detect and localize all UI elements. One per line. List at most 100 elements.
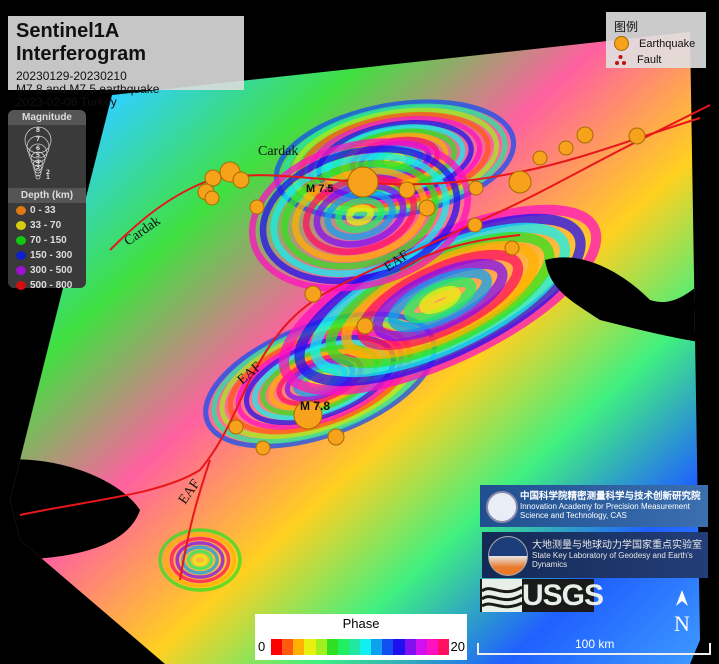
map-title: Sentinel1A Interferogram (16, 20, 147, 65)
earthquake-marker[interactable] (558, 140, 574, 156)
depth-label: 500 - 800 (30, 280, 73, 291)
depth-title: Depth (km) (8, 188, 86, 203)
earthquake-marker[interactable] (418, 199, 436, 217)
earthquake-marker[interactable] (232, 171, 250, 189)
depth-label: 150 - 300 (30, 250, 73, 261)
earthquake-marker[interactable] (249, 199, 265, 215)
earthquake-marker[interactable] (293, 400, 323, 430)
colorbar-swatch (293, 639, 305, 655)
colorbar-swatch (315, 639, 327, 655)
depth-item: 33 - 70 (8, 218, 86, 233)
legend-earthquake: Earthquake (614, 36, 695, 51)
earthquake-marker[interactable] (228, 419, 244, 435)
colorbar-swatch (282, 639, 294, 655)
depth-color-icon (16, 266, 26, 275)
usgs-text: USGS (522, 579, 604, 612)
fringe (278, 204, 602, 396)
fringe (158, 528, 242, 592)
legend-fault-label: Fault (637, 54, 662, 66)
depth-item: 150 - 300 (8, 248, 86, 263)
earthquake-marker[interactable] (204, 190, 220, 206)
fault-symbol-icon (615, 55, 626, 65)
fringe (281, 160, 439, 270)
magnitude-value: 7 (36, 136, 40, 143)
colorbar-swatch (371, 639, 383, 655)
magnitude-value: 2 (46, 169, 50, 176)
depth-item: 300 - 500 (8, 263, 86, 278)
depth-label: 300 - 500 (30, 265, 73, 276)
magnitude-value: 1 (46, 174, 50, 181)
fringe (419, 285, 461, 315)
earthquake-marker[interactable] (304, 285, 322, 303)
event-date-location: 2023-02-06 Turkey (16, 95, 117, 109)
north-arrow: N (672, 590, 692, 637)
magnitude-value: 4 (36, 159, 40, 166)
magnitude-value: 8 (36, 127, 40, 134)
fault-branch (399, 234, 521, 271)
lab-name-cn: 大地测量与地球动力学国家重点实验室 (532, 540, 702, 551)
north-label: N (674, 611, 690, 636)
earthquake-marker[interactable] (356, 317, 374, 335)
lake-area (545, 257, 700, 345)
earthquake-marker[interactable] (628, 127, 646, 145)
magnitude-title: Magnitude (8, 110, 86, 125)
sea-area (10, 459, 140, 560)
fault-branch (179, 459, 211, 581)
colorbar-swatch (360, 639, 372, 655)
lab-seal-icon (488, 536, 528, 576)
fringe (345, 204, 375, 226)
fringe (248, 138, 472, 292)
earthquake-marker[interactable] (255, 440, 271, 456)
event-description: M7.8 and M7.5 earthquake (16, 82, 160, 96)
depth-label: 0 - 33 (30, 205, 56, 216)
fringe (372, 258, 508, 342)
legend-fault: Fault (614, 54, 661, 66)
earthquake-marker[interactable] (398, 181, 416, 199)
cas-seal-icon (486, 491, 518, 523)
colorbar-swatch (304, 639, 316, 655)
earthquake-symbol-icon (614, 36, 629, 51)
usgs-logo: USGS (480, 579, 604, 612)
depth-color-icon (16, 221, 26, 230)
fringe (292, 167, 428, 263)
colorbar-swatch (337, 639, 349, 655)
earthquake-marker[interactable] (576, 126, 594, 144)
fringe (175, 541, 225, 579)
earthquake-marker[interactable] (532, 150, 548, 166)
depth-label: 33 - 70 (30, 220, 62, 231)
scale-label: 100 km (575, 637, 615, 651)
earthquake-marker[interactable] (347, 166, 379, 198)
colorbar-title: Phase (342, 616, 380, 631)
earthquake-marker[interactable] (204, 169, 222, 187)
fringe (164, 532, 237, 588)
cas-name-en: Innovation Academy for Precision Measure… (520, 502, 690, 520)
depth-color-icon (16, 281, 26, 290)
depth-color-icon (16, 251, 26, 260)
legend-earthquake-label: Earthquake (639, 37, 696, 50)
fault-eaf (19, 104, 711, 516)
cas-name-cn: 中国科学院精密测量科学与技术创新研究院 (520, 491, 701, 502)
earthquake-marker[interactable] (508, 170, 532, 194)
fringe (192, 554, 208, 567)
north-arrow-icon (676, 590, 688, 606)
earthquake-marker[interactable] (468, 180, 484, 196)
magnitude-value: 3 (36, 164, 40, 171)
label-m75: M 7.5 (306, 183, 334, 195)
magnitude-value: 5 (36, 152, 40, 159)
earthquake-marker[interactable] (467, 217, 483, 233)
date-range: 20230129-20230210 (16, 69, 127, 83)
colorbar-swatch (404, 639, 416, 655)
label-m78: M 7.8 (300, 399, 330, 413)
fringe (388, 267, 492, 333)
magnitude-value: 6 (36, 145, 40, 152)
depth-item: 500 - 800 (8, 278, 86, 293)
depth-label: 70 - 150 (30, 235, 67, 246)
scale-bar: 100 km (477, 637, 711, 655)
earthquake-marker[interactable] (327, 428, 345, 446)
colorbar-swatch (326, 639, 338, 655)
earthquake-marker[interactable] (504, 240, 520, 256)
colorbar-swatch (382, 639, 394, 655)
